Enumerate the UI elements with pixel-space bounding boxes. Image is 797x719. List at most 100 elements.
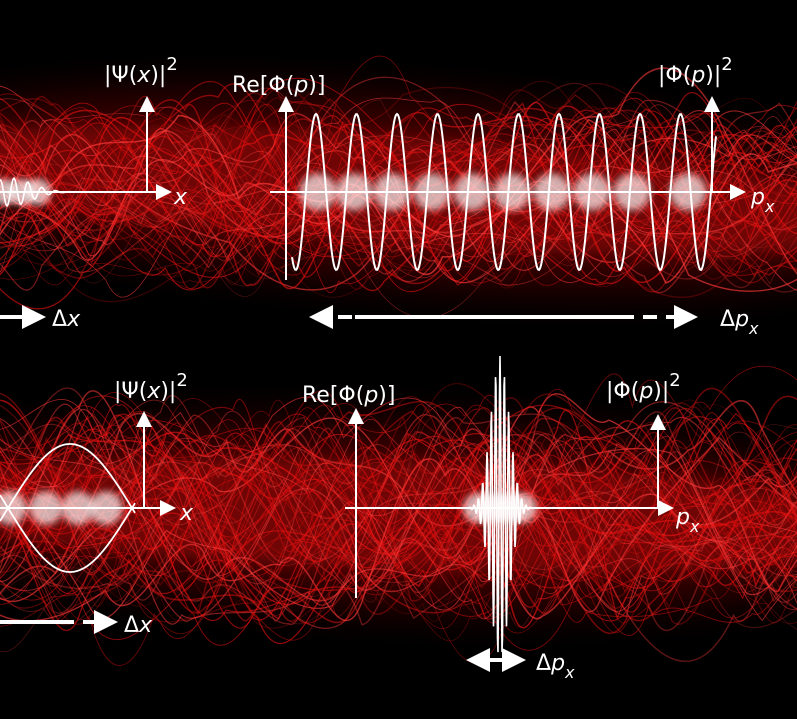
smoke-strand xyxy=(0,76,797,269)
smoke-strand xyxy=(0,403,797,624)
smoke-strand xyxy=(0,417,797,603)
probability-blob-core xyxy=(495,175,529,209)
smoke-strand xyxy=(0,428,797,631)
top-re-phi-label: Re[Φ(p)] xyxy=(232,73,325,98)
smoke-strand xyxy=(0,382,797,624)
smoke-strand xyxy=(0,403,797,630)
probability-blob-core xyxy=(615,175,649,209)
top-re-phi-wave-curve xyxy=(291,112,717,272)
smoke-strand xyxy=(0,109,797,279)
smoke-strand xyxy=(0,94,797,276)
smoke-strand xyxy=(0,390,797,613)
probability-blob-core xyxy=(535,175,569,209)
smoke-strand xyxy=(0,123,797,279)
smoke-strand xyxy=(0,415,797,622)
smoke-strand xyxy=(0,402,797,584)
smoke-strand xyxy=(0,448,797,619)
smoke-strand xyxy=(0,82,797,275)
smoke-strand xyxy=(0,440,797,666)
bottom-phi-label: |Φ(p)|2 xyxy=(606,370,681,404)
smoke-strand xyxy=(0,433,797,629)
smoke-strand xyxy=(0,119,797,257)
smoke-strand xyxy=(0,420,797,636)
smoke-strand xyxy=(0,407,797,627)
probability-blob-core xyxy=(91,493,121,523)
bottom-re-phi-label: Re[Φ(p)] xyxy=(302,383,395,408)
top-delta-p-label: Δpx xyxy=(720,307,759,338)
smoke-strand xyxy=(0,433,797,620)
probability-blob-core xyxy=(415,175,449,209)
smoke-strand xyxy=(0,466,797,633)
smoke-strand xyxy=(0,412,797,629)
probability-blob-core xyxy=(63,493,93,523)
probability-blob-core xyxy=(31,493,61,523)
smoke-strand xyxy=(0,387,797,614)
bottom-delta-x-label: Δx xyxy=(124,613,153,638)
smoke-strand xyxy=(0,399,797,621)
smoke-strand xyxy=(0,431,797,620)
smoke-strand xyxy=(0,410,797,603)
top-psi-label: |Ψ(x)|2 xyxy=(104,54,178,88)
smoke-bottom-core xyxy=(0,457,797,573)
bottom-p-axis-label: px xyxy=(675,505,700,536)
bottom-psi-probability-blobs xyxy=(0,489,125,527)
smoke-strand xyxy=(0,128,797,282)
smoke-strand xyxy=(0,95,797,293)
smoke-strand xyxy=(0,136,797,287)
smoke-strand xyxy=(0,115,797,289)
smoke-strand xyxy=(0,107,797,287)
smoke-strand xyxy=(0,415,797,598)
smoke-strand xyxy=(0,92,797,286)
smoke-strand xyxy=(0,413,797,635)
bottom-x-axis-label: x xyxy=(179,501,194,526)
top-p-axis-label: px xyxy=(750,185,775,216)
smoke-strand xyxy=(0,409,797,620)
bottom-delta-p-label: Δpx xyxy=(536,651,575,682)
top-phi-label: |Φ(p)|2 xyxy=(658,54,733,88)
bottom-re-phi-wave-curve xyxy=(362,355,650,653)
bottom-psi-wave-curve xyxy=(0,443,136,573)
smoke-strand xyxy=(0,127,797,286)
smoke-strand xyxy=(0,373,797,580)
smoke-strand xyxy=(0,394,797,614)
smoke-strand xyxy=(0,82,797,277)
smoke-strand xyxy=(0,432,797,621)
smoke-strand xyxy=(0,413,797,641)
smoke-strand xyxy=(0,410,797,623)
smoke-strand xyxy=(0,128,797,292)
smoke-strand xyxy=(0,365,797,639)
smoke-strand xyxy=(0,404,797,591)
top-panel: |Ψ(x)|2 x Re[Φ(p)] |Φ(p)|2 px Δx Δpx xyxy=(0,54,775,338)
probability-blob-core xyxy=(0,493,25,523)
smoke-strand xyxy=(0,92,797,278)
smoke-strand xyxy=(0,447,797,622)
smoke-strand xyxy=(0,87,797,289)
smoke-strand xyxy=(0,443,797,617)
smoke-strand xyxy=(0,418,797,622)
smoke-strand xyxy=(0,395,797,624)
probability-blob-core xyxy=(375,175,409,209)
smoke-strand xyxy=(0,110,797,271)
probability-blob-core xyxy=(671,175,705,209)
smoke-strand xyxy=(0,393,797,602)
smoke-strand xyxy=(0,114,797,284)
smoke-strand xyxy=(0,425,797,652)
smoke-strand xyxy=(0,396,797,612)
smoke-strand xyxy=(0,122,797,284)
smoke-strand xyxy=(0,87,797,303)
smoke-strand xyxy=(0,97,797,298)
probability-blob-core xyxy=(455,175,489,209)
bottom-psi-label: |Ψ(x)|2 xyxy=(114,370,188,404)
smoke-strand xyxy=(0,118,797,293)
bottom-panel: |Ψ(x)|2 x Re[Φ(p)] |Φ(p)|2 px Δx Δpx xyxy=(0,355,700,682)
smoke-strand xyxy=(0,395,797,566)
smoke-strand xyxy=(0,440,797,620)
smoke-strand xyxy=(0,130,797,285)
top-x-axis-label: x xyxy=(173,185,188,210)
smoke-strand xyxy=(0,95,797,278)
smoke-strand xyxy=(0,80,797,277)
smoke-strand xyxy=(0,447,797,631)
smoke-strand xyxy=(0,67,797,275)
smoke-strand xyxy=(0,393,797,593)
